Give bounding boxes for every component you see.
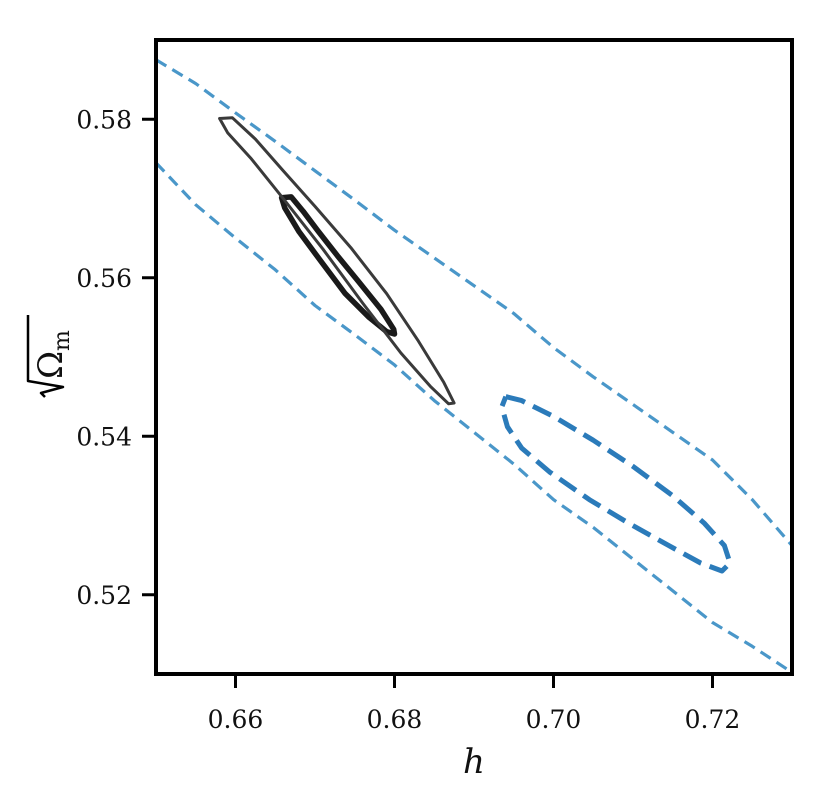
- contour-line-5: [156, 161, 792, 674]
- contour-line-1: [278, 194, 398, 337]
- x-axis-label: h: [463, 742, 485, 782]
- y-axis-subscript: m: [50, 330, 75, 351]
- y-tick-label: 0.58: [76, 105, 132, 134]
- sqrt-radical-icon: [26, 315, 65, 398]
- plot-frame: [154, 38, 794, 676]
- x-tick-label: 0.68: [367, 705, 423, 734]
- y-tick-label: 0.52: [76, 581, 132, 610]
- contour-line-3: [499, 394, 733, 574]
- y-tick-label: 0.56: [76, 264, 132, 293]
- contour-line-4: [156, 58, 792, 547]
- x-axis-ticks: 0.66 0.68 0.70 0.72: [208, 674, 741, 734]
- contour-line-2: [218, 116, 456, 406]
- x-tick-label: 0.72: [685, 705, 741, 734]
- y-axis-label: Ω m: [26, 315, 75, 398]
- contour-layer: [156, 58, 792, 674]
- y-axis-ticks: 0.52 0.54 0.56 0.58: [76, 105, 156, 610]
- y-axis-symbol: Ω: [31, 351, 71, 379]
- x-tick-label: 0.70: [526, 705, 582, 734]
- y-tick-label: 0.54: [76, 422, 132, 451]
- x-tick-label: 0.66: [208, 705, 264, 734]
